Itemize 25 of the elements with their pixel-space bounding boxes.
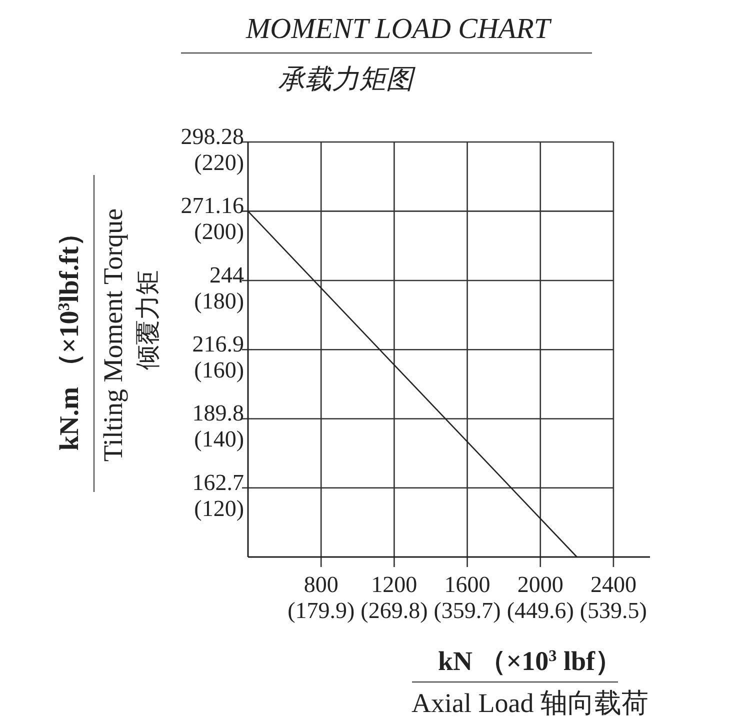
- y2-tick-label: (120): [194, 496, 244, 521]
- x-tick-label: 1600: [444, 572, 490, 597]
- y-tick-label: 216.9: [192, 332, 244, 357]
- x2-tick-label: (539.5): [580, 598, 647, 623]
- y2-tick-label: (160): [194, 358, 244, 382]
- y2-tick-label: (180): [194, 288, 244, 314]
- chart-title: MOMENT LOAD CHART: [245, 13, 552, 45]
- y-tick-label: 189.8: [192, 400, 244, 426]
- x2-tick-label: (269.8): [360, 598, 428, 623]
- y2-tick-label: (200): [194, 219, 244, 244]
- y-tick-label: 162.7: [192, 470, 244, 495]
- x-tick-label: 1200: [371, 572, 418, 597]
- y-tick-label: 298.28: [180, 124, 244, 149]
- x2-tick-label: (449.6): [506, 598, 574, 623]
- y-tick-label: 271.16: [180, 193, 244, 218]
- y2-tick-label: (140): [194, 426, 244, 452]
- x-tick-label: 2400: [590, 572, 636, 597]
- y2-tick-label: (220): [194, 150, 244, 175]
- x-axis-title: kN （×10$^{3}$ lbf） Axial Load 轴向载荷: [412, 646, 648, 718]
- x2-tick-label: (359.7): [434, 598, 501, 623]
- x2-tick-label: (179.9): [288, 598, 355, 623]
- x-tick-label: 2000: [517, 572, 564, 597]
- chart-subtitle: 承载力矩图: [278, 64, 416, 94]
- x-tick-label: 800: [304, 572, 338, 597]
- y-tick-label: 244: [210, 262, 244, 288]
